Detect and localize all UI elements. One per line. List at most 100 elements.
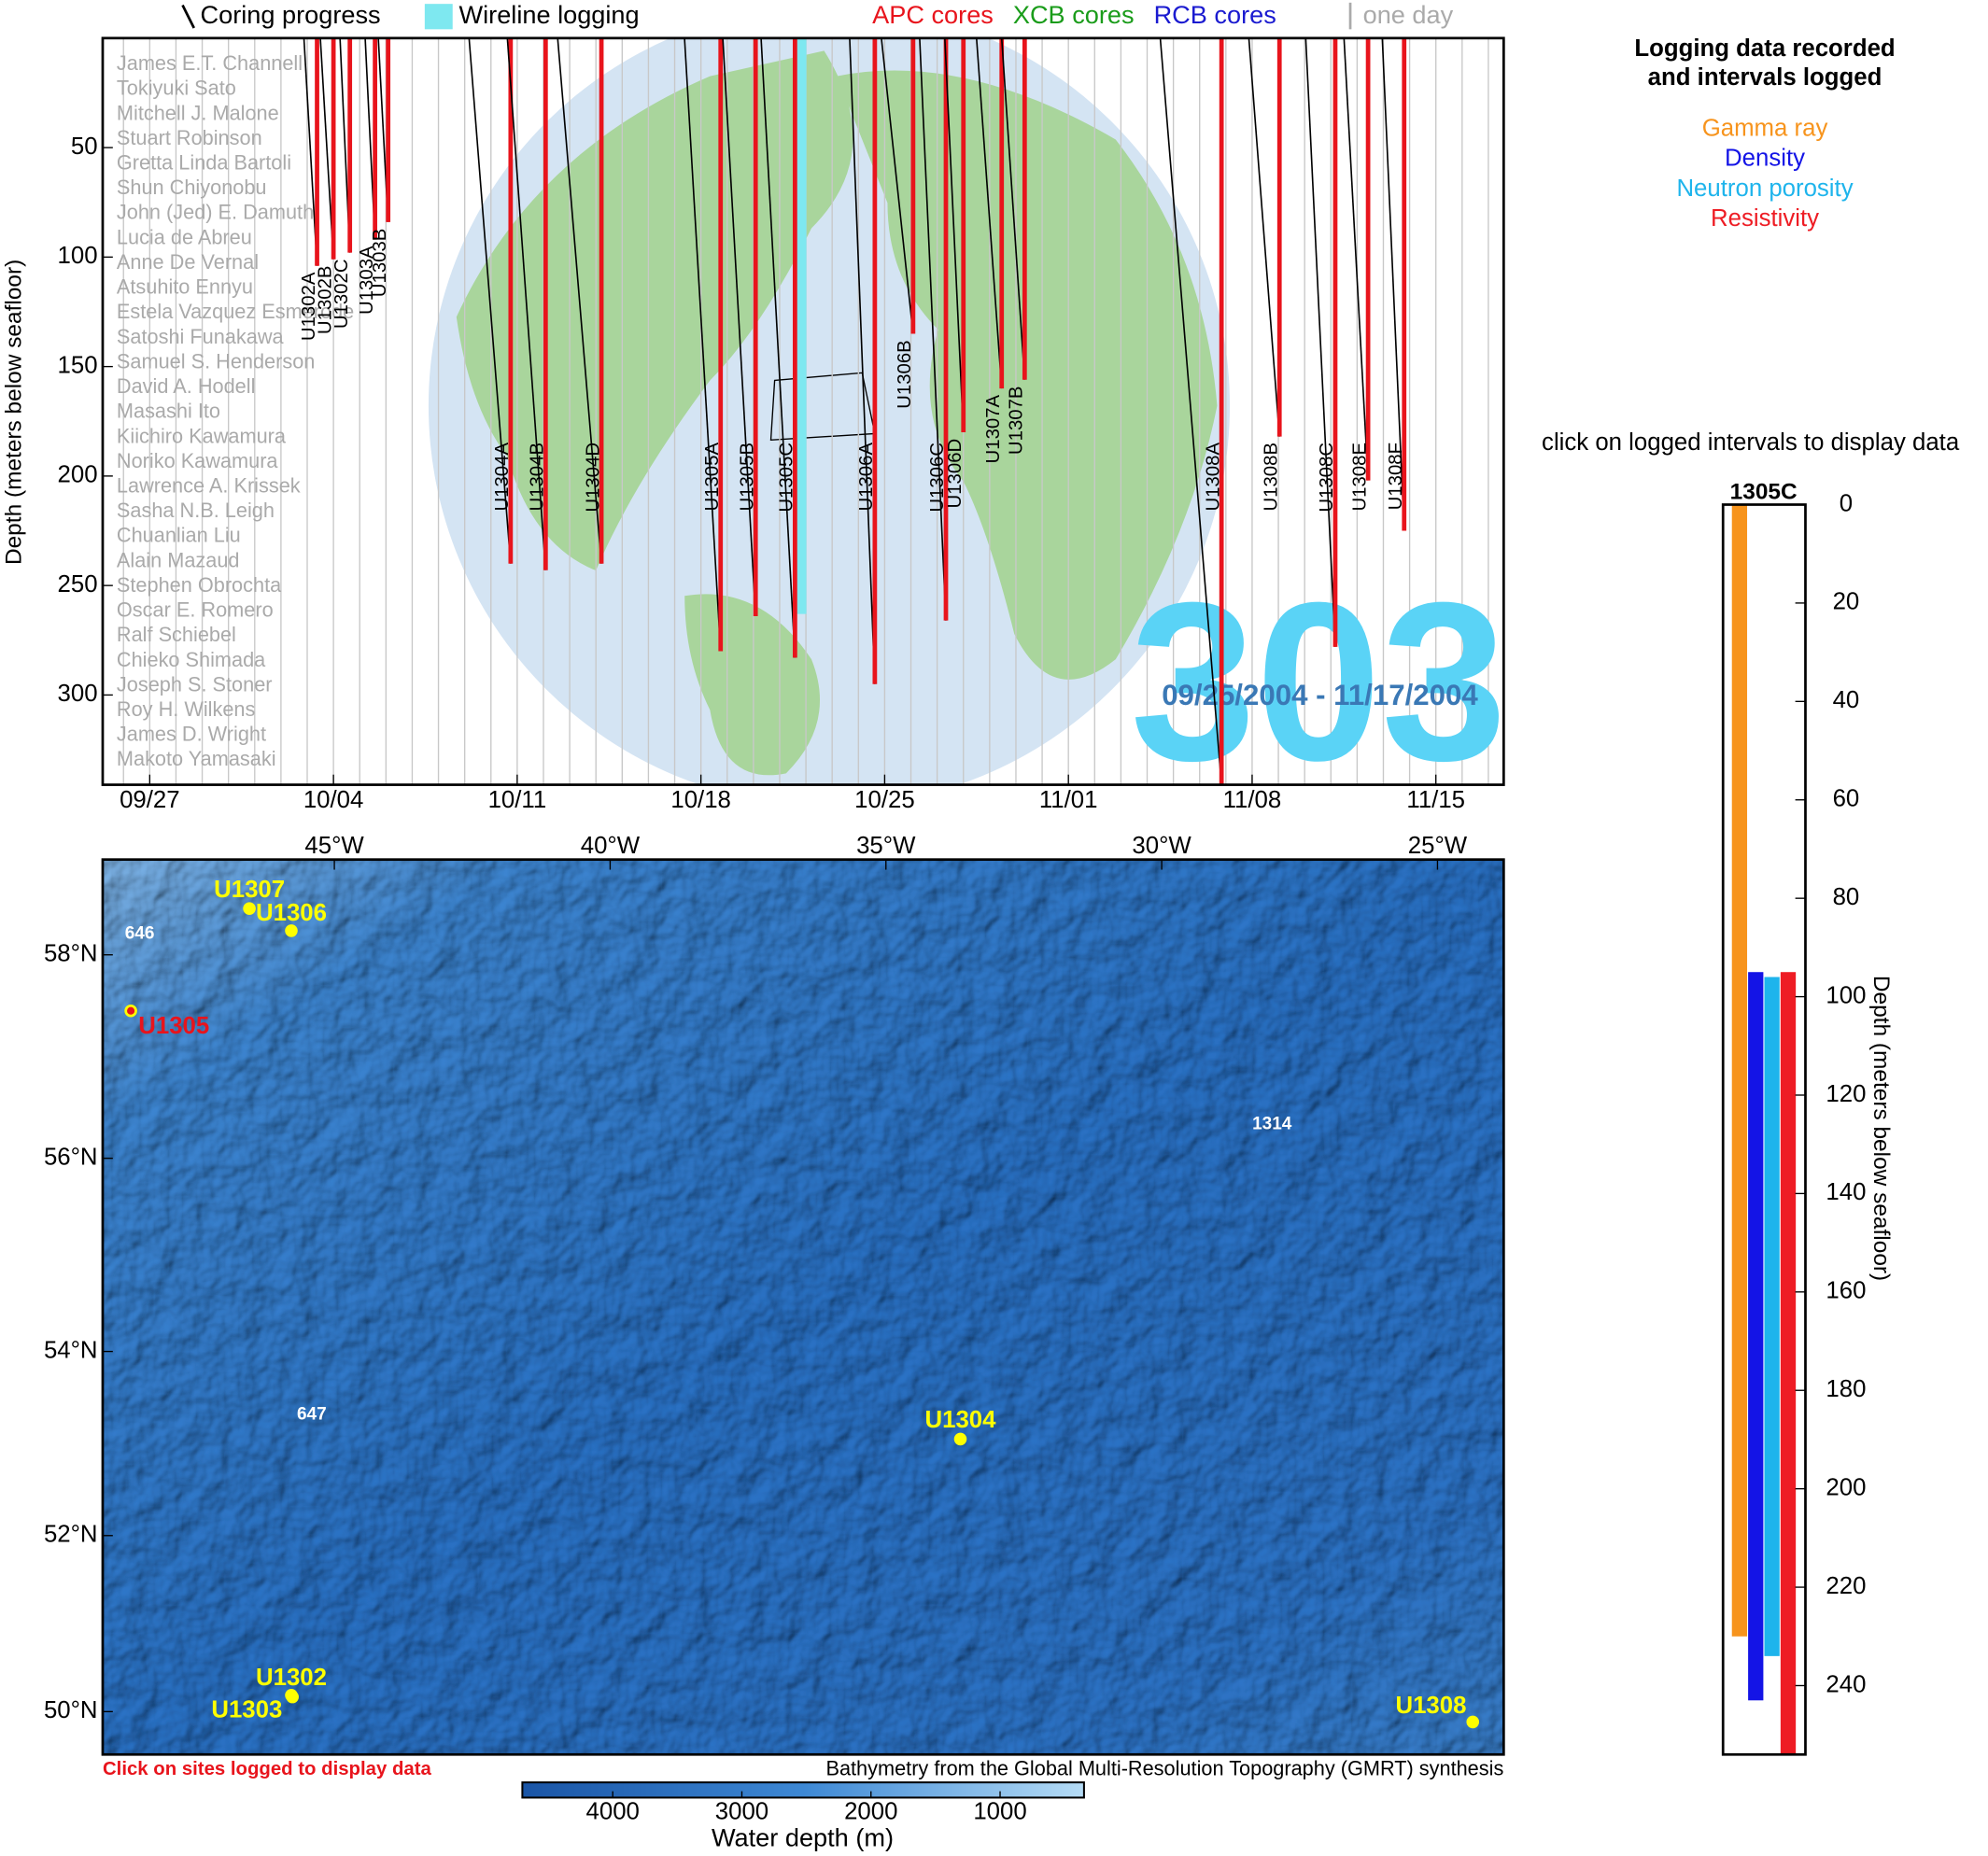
panel-legend: Density — [1725, 146, 1805, 172]
hole-label: U1304D — [583, 443, 603, 513]
hole-label: U1307A — [983, 394, 1004, 463]
bathymetry-map: 45°W 40°W 35°W 30°W 25°W 50°N 52°N 54°N 56°N 58°N… — [44, 833, 1504, 1852]
logged-interval[interactable] — [1780, 972, 1797, 1755]
hole-label: U1302C — [331, 259, 352, 329]
hole-label: U1305B — [737, 443, 757, 512]
map-note: Click on sites logged to display data — [103, 1759, 432, 1779]
hole-label: U1306C — [927, 443, 948, 513]
colorbar-tick-label: 3000 — [715, 1799, 768, 1825]
colorbar-tick-label: 4000 — [586, 1799, 640, 1825]
panel-y-label: Depth (meters below seafloor) — [1868, 976, 1894, 1281]
site-marker — [285, 924, 298, 937]
site-label: U1308 — [1395, 1693, 1466, 1719]
hole-label: U1305A — [702, 443, 723, 512]
panel-hole: 1305C — [1730, 480, 1798, 505]
coring-progress — [557, 37, 602, 564]
crew-name: Samuel S. Henderson — [117, 349, 315, 373]
coring-progress — [881, 37, 914, 334]
site-marker — [286, 1690, 299, 1704]
crew-name: Shun Chiyonobu — [117, 176, 267, 199]
site-marker[interactable] — [124, 1004, 137, 1018]
x-tick-label: 11/15 — [1406, 787, 1465, 813]
lat-tick-label: 54°N — [44, 1337, 98, 1363]
legend-coring-icon — [181, 4, 195, 29]
date-range: 09/25/2004 - 11/17/2004 — [1162, 679, 1478, 711]
lon-tick-label: 35°W — [856, 833, 916, 859]
site-label[interactable]: U1305 — [138, 1013, 209, 1039]
crew-name: Ralf Schiebel — [117, 623, 236, 646]
hole-label: U1306B — [895, 340, 915, 409]
hole-label: U1308F — [1386, 443, 1406, 510]
colorbar — [521, 1781, 1085, 1799]
logged-interval[interactable] — [1764, 977, 1780, 1656]
site-label: U1303 — [211, 1696, 282, 1722]
lon-tick-label: 45°W — [304, 833, 364, 859]
crew-name: James D. Wright — [117, 723, 266, 746]
crew-name: Sasha N.B. Leigh — [117, 499, 275, 522]
colorbar-label: Water depth (m) — [712, 1822, 894, 1851]
site-marker — [243, 902, 256, 915]
crew-name: Tokiyuki Sato — [117, 77, 236, 100]
logged-interval[interactable] — [1748, 972, 1764, 1701]
coring-progress — [975, 37, 1003, 389]
crew-name: David A. Hodell — [117, 374, 256, 398]
x-tick-label: 10/11 — [488, 787, 547, 813]
hole-label: U1305C — [777, 443, 797, 513]
lon-tick-label: 30°W — [1132, 833, 1191, 859]
map-relief — [102, 859, 1504, 1755]
odp-site-label: 647 — [297, 1405, 327, 1425]
crew-name: Chieko Shimada — [117, 648, 266, 671]
y-tick-label: 200 — [1826, 1474, 1866, 1500]
odp-site-label: 646 — [125, 923, 155, 943]
crew-name: John (Jed) E. Damuth — [117, 201, 314, 224]
crew-name: Stephen Obrochta — [117, 573, 282, 597]
y-tick-label: 20 — [1833, 589, 1860, 615]
crew-name: Alain Mazaud — [117, 548, 240, 571]
colorbar-tick-label: 1000 — [973, 1799, 1026, 1825]
hole-label: U1304A — [492, 443, 513, 512]
x-tick-label: 10/04 — [303, 787, 364, 813]
y-tick-label: 250 — [58, 571, 98, 598]
expedition-number: 303 — [1130, 555, 1506, 808]
crew-name: Anne De Vernal — [117, 250, 259, 274]
coring-progress — [684, 37, 722, 652]
crew-name: James E.T. Channell — [117, 51, 303, 75]
hole-label: U1308C — [1317, 443, 1337, 513]
wireline-interval[interactable] — [796, 37, 807, 614]
lat-tick-label: 52°N — [44, 1522, 98, 1548]
crew-name: Atsuhito Ennyu — [117, 275, 253, 299]
x-tick-label: 09/27 — [120, 787, 180, 813]
logged-interval[interactable] — [1731, 504, 1748, 1637]
crew-name: Chuanlian Liu — [117, 524, 241, 547]
legend-core-type: XCB cores — [1013, 0, 1135, 29]
coring-progress — [468, 37, 512, 564]
hole-label: U1308A — [1203, 443, 1223, 512]
coring-progress — [1304, 37, 1336, 647]
y-tick-label: 140 — [1826, 1179, 1866, 1205]
crew-name: Joseph S. Stoner — [117, 672, 273, 696]
site-label: U1306 — [256, 900, 327, 926]
crew-name: Stuart Robinson — [117, 126, 262, 149]
panel-legend: Gamma ray — [1702, 115, 1828, 141]
y-tick-label: 220 — [1826, 1573, 1866, 1599]
y-tick-label: 160 — [1826, 1278, 1866, 1304]
coring-progress — [944, 37, 965, 433]
colorbar-tick-label: 2000 — [844, 1799, 897, 1825]
legend-one-day: one day — [1363, 0, 1454, 29]
legend-wireline: Wireline logging — [459, 0, 640, 29]
hole-label: U1306D — [945, 439, 966, 509]
hole-label: U1304B — [528, 443, 548, 512]
y-tick-label: 100 — [58, 243, 98, 269]
site-label: U1302 — [256, 1665, 327, 1691]
crew-name: Masashi Ito — [117, 400, 220, 423]
y-tick-label: 100 — [1826, 982, 1866, 1008]
hole-label: U1306A — [856, 443, 877, 512]
y-tick-label: 150 — [58, 352, 98, 378]
site-marker — [1466, 1715, 1480, 1729]
coring-progress — [760, 37, 797, 658]
odp-site-label: 1314 — [1252, 1114, 1292, 1133]
site-label: U1304 — [925, 1407, 997, 1433]
